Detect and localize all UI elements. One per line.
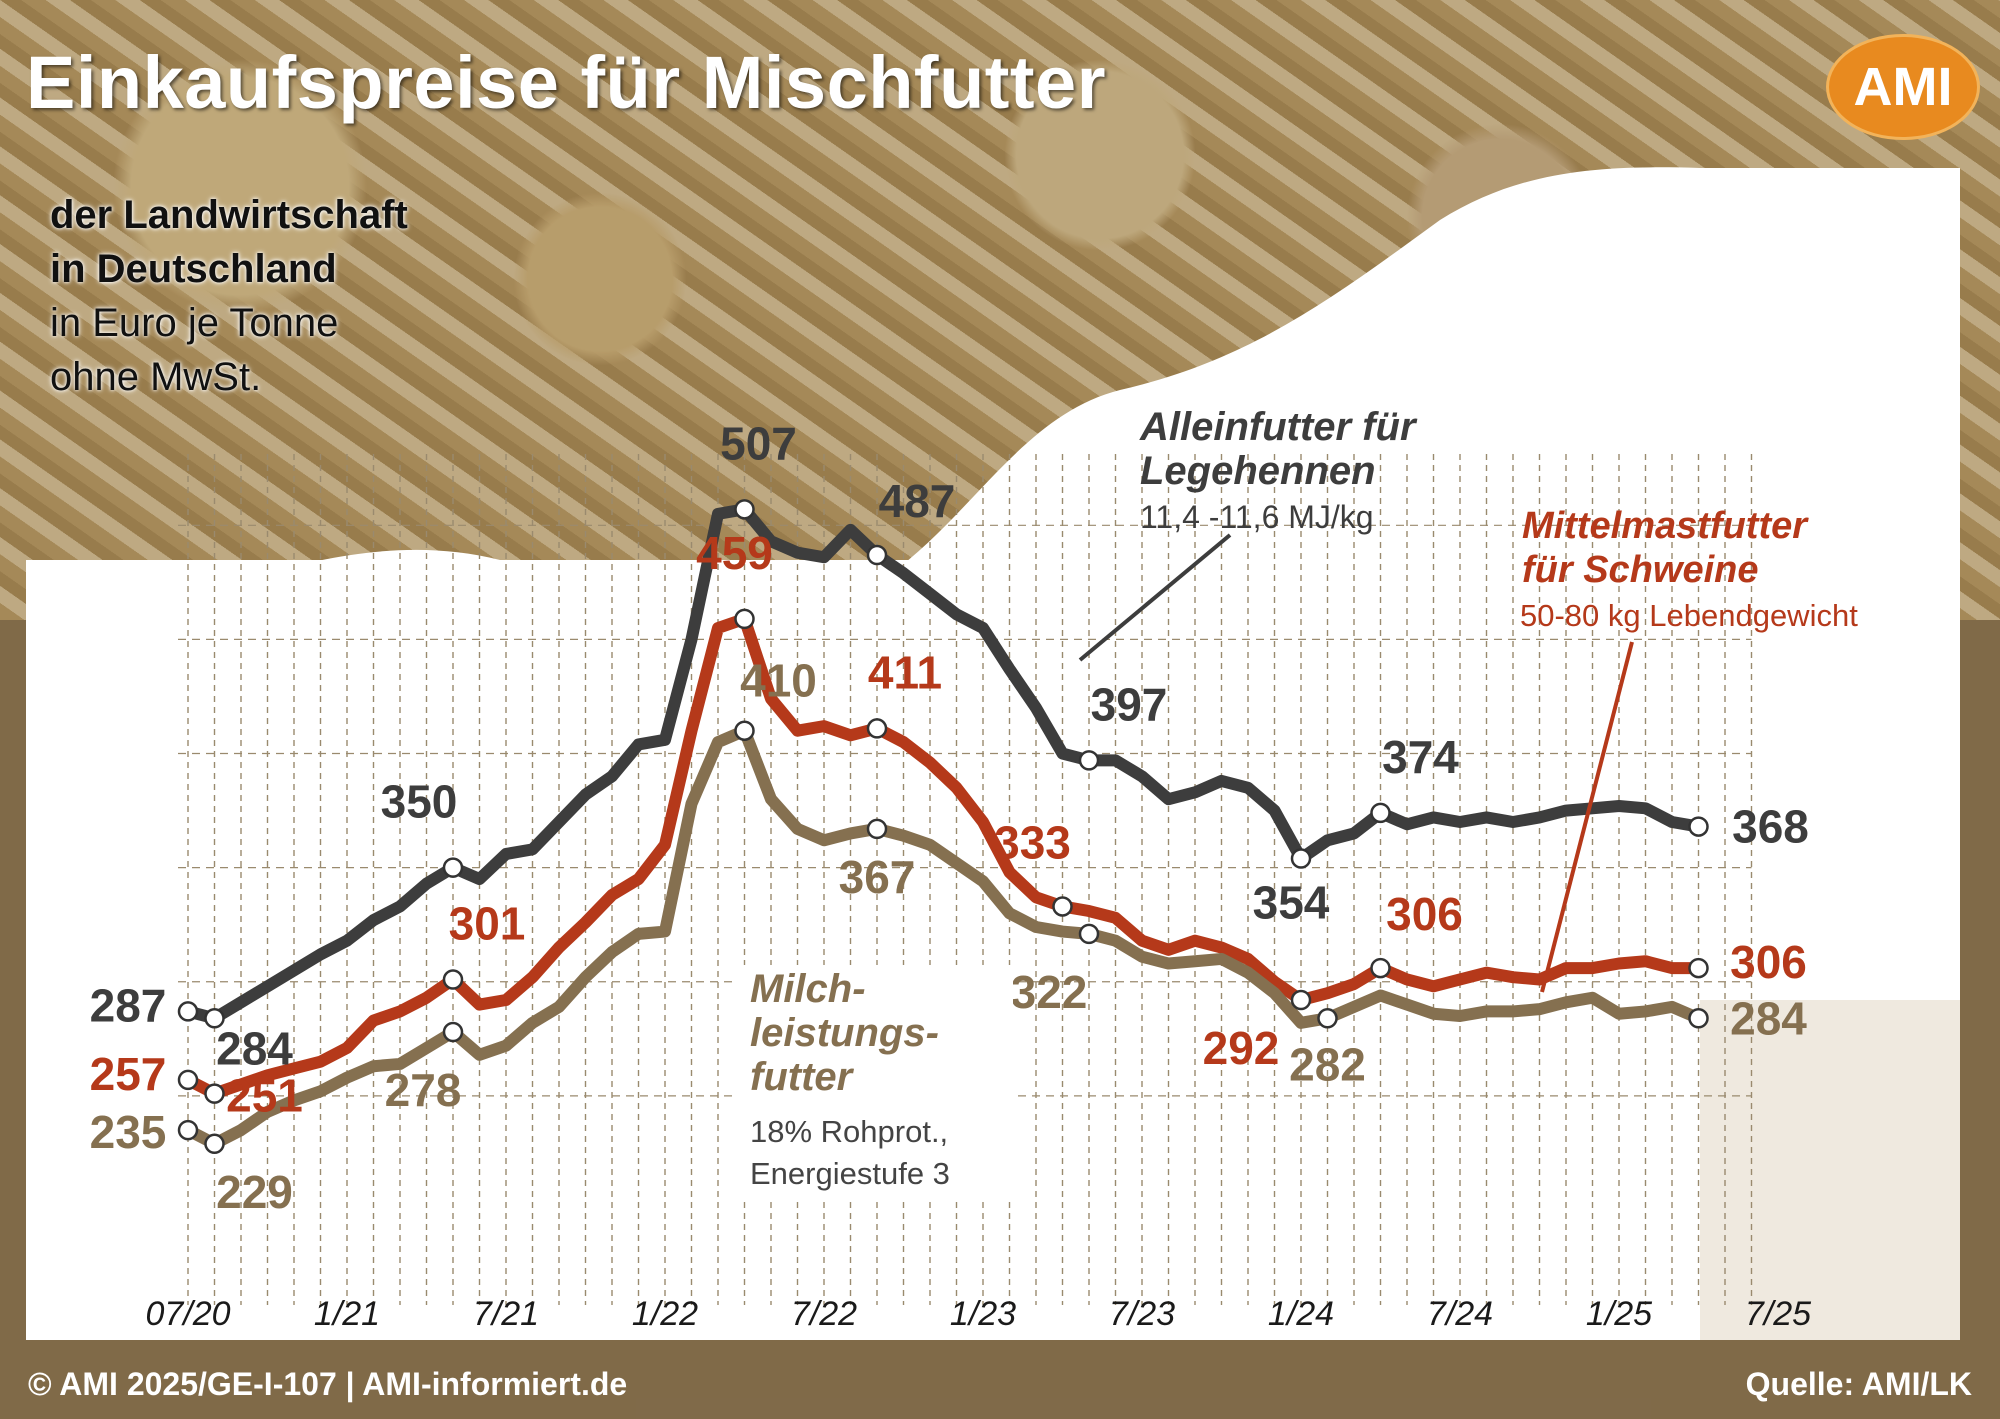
point-label: 306 [1386,888,1463,940]
plot-panel [26,560,1960,1340]
point-marker [1290,989,1312,1011]
subtitle-line-4: ohne MwSt. [50,355,262,399]
point-marker [1370,957,1391,979]
chart-subtitle: der Landwirtschaft in Deutschland in Eur… [50,188,408,404]
series-annotations: Alleinfutter für Legehennen 11,4 -11,6 M… [738,405,1858,1197]
legend-schweine-line1: Mittelmastfutter [1522,505,1809,547]
point-label: 411 [868,646,942,698]
point-marker [1317,1008,1338,1029]
point-label: 410 [740,655,817,707]
x-tick-label: 1/23 [950,1295,1016,1333]
ami-logo: AMI [1826,34,1980,140]
point-label: 354 [1253,877,1330,929]
logo-text: AMI [1853,57,1953,117]
point-label: 306 [1730,936,1807,988]
legend-legehennen-line1: Alleinfutter für [1139,405,1418,449]
legend-schweine-line2: für Schweine [1522,549,1759,591]
point-label: 333 [994,816,1071,868]
point-marker [177,1119,199,1141]
point-label: 278 [385,1064,462,1116]
point-marker [1290,848,1312,869]
legend-milch-sub1: 18% Rohprot., [750,1114,948,1149]
footer-source: Quelle: AMI/LK [1745,1366,1972,1402]
point-marker [866,718,888,739]
point-marker [1688,957,1709,979]
point-label: 284 [1730,992,1807,1044]
x-tick-label: 7/24 [1427,1295,1493,1333]
point-label: 251 [226,1070,303,1122]
point-label: 487 [879,475,956,527]
chart-title: Einkaufspreise für Mischfutter [26,41,1107,124]
point-label: 368 [1732,801,1809,853]
legend-milch-sub2: Energiestufe 3 [750,1156,950,1191]
footer-copyright: © AMI 2025/GE-I-107 | AMI-informiert.de [28,1366,628,1402]
point-label: 229 [216,1166,293,1218]
point-marker [1052,896,1073,917]
point-label: 322 [1011,966,1088,1018]
point-marker [734,499,755,520]
point-marker [442,1021,464,1043]
point-marker [866,544,888,566]
x-tick-label: 07/20 [145,1295,230,1333]
x-tick-label: 7/25 [1745,1295,1811,1333]
point-marker [442,969,464,990]
point-marker [1688,1008,1709,1029]
point-label: 282 [1289,1038,1366,1090]
point-marker [1078,750,1100,771]
point-label: 235 [90,1106,167,1158]
point-marker [866,818,888,840]
legend-legehennen-line2: Legehennen [1140,449,1376,493]
point-label: 507 [720,417,797,469]
x-tick-labels: 07/20 1/21 7/21 1/22 7/22 1/23 7/23 1/24 7/24 1/2… [145,1295,1811,1333]
x-tick-label: 1/21 [314,1295,380,1333]
x-tick-label: 1/22 [632,1295,698,1333]
point-marker [177,1069,199,1091]
point-label: 397 [1091,678,1168,730]
point-marker [442,857,464,878]
point-label: 284 [216,1022,293,1074]
point-marker [734,720,755,741]
subtitle-line-2: in Deutschland [50,247,337,291]
legend-schweine-sub: 50-80 kg Lebendgewicht [1520,598,1858,633]
point-marker [204,1133,225,1155]
point-label: 287 [90,979,167,1031]
point-label: 301 [449,897,526,949]
point-label: 350 [381,776,458,828]
point-marker [1078,923,1100,945]
subtitle-line-1: der Landwirtschaft [50,193,408,237]
legend-milch-box [738,965,1013,1197]
subtitle-line-3: in Euro je Tonne [50,301,339,345]
x-tick-label: 7/22 [791,1295,857,1333]
point-marker [734,608,755,630]
series-lines [182,503,1705,1150]
series-line-schweine [182,612,1705,1100]
point-label: 459 [696,527,773,579]
legend-milch-line2: leistungs- [750,1011,939,1055]
x-tick-label: 7/21 [473,1295,539,1333]
point-label: 367 [839,851,916,903]
point-labels: 287 284 350 507 487 397 354 374 368 257 251 301 459 4… [90,417,1809,1217]
legend-milch-line3: futter [750,1055,855,1099]
point-label: 374 [1382,731,1459,783]
point-markers [177,499,1709,1155]
point-label: 292 [1203,1022,1280,1074]
legend-legehennen-leader [1078,533,1232,662]
point-marker [1688,816,1709,837]
legend-legehennen-sub: 11,4 -11,6 MJ/kg [1140,499,1374,535]
point-marker [204,1008,225,1029]
point-marker [177,1001,199,1022]
point-marker [204,1083,225,1104]
legend-milch-line1: Milch- [750,967,866,1011]
x-tick-label: 7/23 [1109,1295,1175,1333]
point-label: 257 [90,1048,167,1100]
x-tick-label: 1/25 [1586,1295,1652,1333]
x-tick-label: 1/24 [1268,1295,1334,1333]
point-marker [1370,802,1391,824]
series-line-legehennen [182,503,1705,1025]
legend-schweine-leader [1540,641,1634,993]
series-line-milch [182,724,1705,1150]
